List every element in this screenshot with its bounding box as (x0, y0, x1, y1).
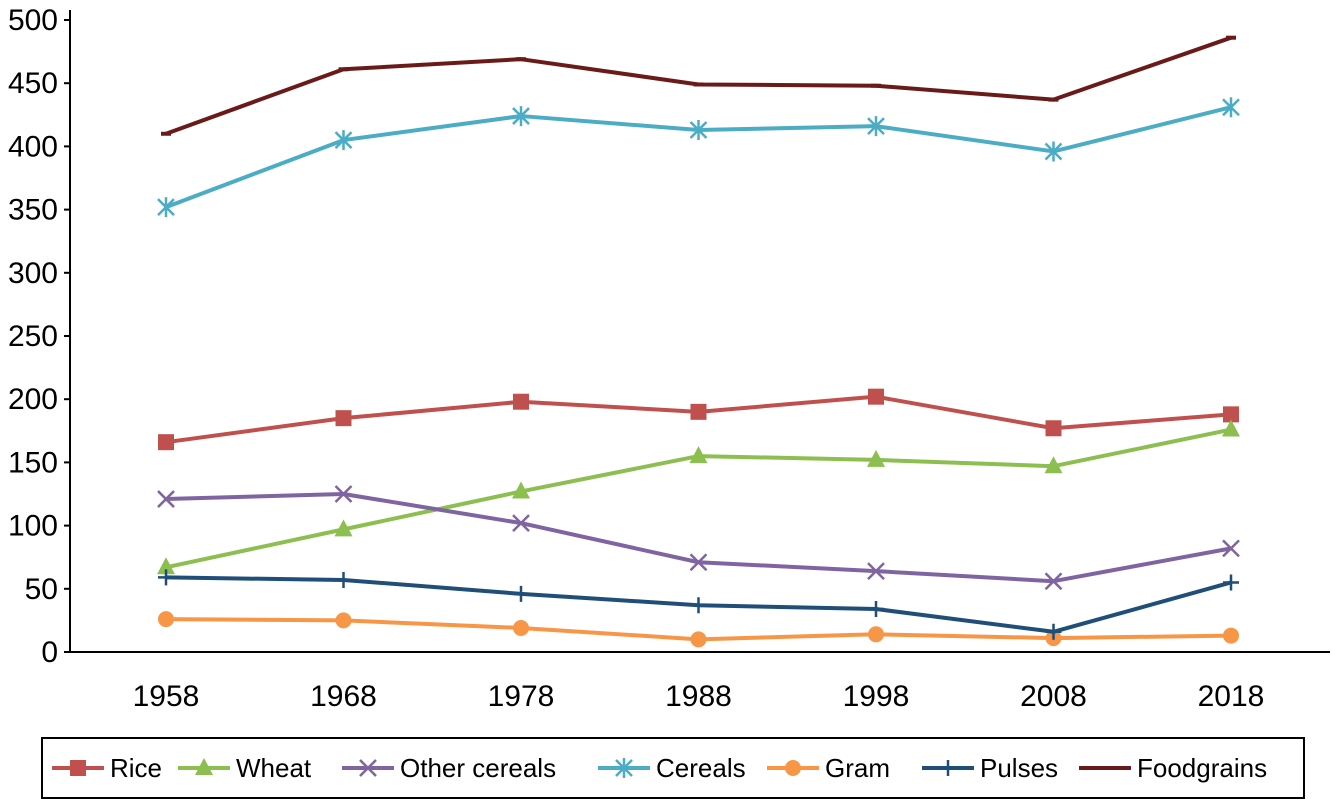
series-line-other-cereals (165, 492, 1232, 584)
legend-item-gram: Gram (767, 753, 890, 783)
legend-label-foodgrains: Foodgrains (1137, 753, 1267, 783)
legend-marker-pulses (940, 760, 956, 776)
data-point-wheat (157, 557, 175, 575)
data-point-rice (1223, 406, 1239, 423)
legend-item-foodgrains: Foodgrains (1079, 753, 1267, 783)
series-foodgrains (161, 35, 1236, 136)
data-point-rice (1045, 420, 1062, 437)
data-point-gram (335, 612, 352, 629)
series-pulses (158, 569, 1239, 640)
legend-item-other-cereals: Other cereals (342, 753, 556, 783)
data-point-pulses (158, 569, 174, 586)
x-tick-label: 1998 (843, 680, 910, 713)
legend-marker-cereals (615, 758, 633, 778)
legend-marker-rice (70, 760, 86, 776)
data-point-gram (513, 619, 529, 636)
data-point-wheat (512, 481, 530, 499)
data-point-cereals (867, 116, 885, 137)
y-tick-label: 0 (41, 636, 58, 669)
y-tick-label: 150 (8, 446, 58, 479)
y-tick-label: 450 (8, 67, 58, 100)
x-tick-label: 2018 (1198, 680, 1265, 713)
data-point-cereals (1222, 97, 1240, 118)
data-point-cereals (689, 119, 708, 140)
y-tick-label: 50 (25, 573, 58, 606)
y-tick-label: 250 (8, 320, 58, 353)
data-point-wheat (1222, 419, 1240, 437)
data-point-gram (690, 631, 707, 648)
legend-item-wheat: Wheat (178, 753, 312, 783)
legend-label-wheat: Wheat (236, 753, 312, 783)
legend-label-rice: Rice (110, 753, 162, 783)
series-rice (158, 388, 1239, 451)
x-tick-label: 1968 (310, 680, 377, 713)
y-tick-label: 400 (8, 130, 58, 163)
legend-label-pulses: Pulses (980, 753, 1058, 783)
data-point-gram (1223, 627, 1239, 644)
data-point-cereals (334, 130, 353, 151)
data-point-rice (690, 403, 707, 420)
y-tick-label: 100 (8, 510, 58, 543)
data-point-cereals (512, 106, 530, 127)
legend-item-pulses: Pulses (922, 753, 1058, 783)
data-point-other-cereals (1222, 539, 1240, 558)
x-tick-label: 1988 (665, 680, 732, 713)
legend-marker-gram (785, 760, 801, 776)
y-tick-label: 300 (8, 257, 58, 290)
data-point-cereals (1044, 141, 1063, 162)
y-tick-label: 500 (8, 4, 58, 37)
data-point-rice (513, 393, 529, 410)
legend-label-gram: Gram (825, 753, 890, 783)
series-gram (158, 611, 1239, 648)
data-point-rice (868, 388, 884, 405)
y-tick-label: 200 (8, 383, 58, 416)
legend-marker-wheat (195, 758, 213, 775)
series-wheat (157, 419, 1240, 575)
data-point-pulses (335, 571, 352, 588)
data-point-gram (158, 611, 174, 628)
x-tick-label: 2008 (1020, 680, 1087, 713)
data-point-wheat (867, 449, 885, 467)
data-point-wheat (334, 519, 353, 537)
legend: Rice Wheat Other cereals Cereals Gram Pulses F… (41, 737, 1305, 799)
data-point-rice (158, 434, 174, 451)
data-point-pulses (690, 597, 707, 614)
legend-marker-other-cereals (359, 759, 377, 777)
axes: 0 50 100 150 200 250 300 350 400 450 500 1958 1968 19… (8, 4, 1330, 713)
legend-item-cereals: Cereals (598, 753, 746, 783)
data-point-wheat (689, 446, 708, 464)
data-point-other-cereals (334, 485, 353, 503)
data-point-other-cereals (1044, 572, 1063, 591)
series-other-cereals (157, 485, 1240, 591)
series-layer (157, 35, 1240, 648)
data-point-other-cereals (689, 553, 708, 572)
data-point-other-cereals (512, 514, 530, 532)
series-cereals (157, 97, 1240, 218)
legend-item-rice: Rice (52, 753, 162, 783)
data-point-cereals (157, 197, 175, 218)
data-point-other-cereals (157, 490, 175, 508)
data-point-gram (868, 626, 884, 643)
data-point-rice (335, 410, 352, 427)
legend-label-other-cereals: Other cereals (400, 753, 556, 783)
data-point-other-cereals (867, 562, 885, 580)
y-tick-label: 350 (8, 194, 58, 227)
x-tick-label: 1978 (488, 680, 555, 713)
legend-label-cereals: Cereals (656, 753, 746, 783)
x-tick-label: 1958 (133, 680, 200, 713)
data-point-pulses (513, 585, 529, 602)
data-point-pulses (1045, 623, 1062, 640)
data-point-wheat (1044, 456, 1063, 474)
data-point-pulses (1223, 574, 1239, 591)
data-point-pulses (868, 601, 884, 618)
